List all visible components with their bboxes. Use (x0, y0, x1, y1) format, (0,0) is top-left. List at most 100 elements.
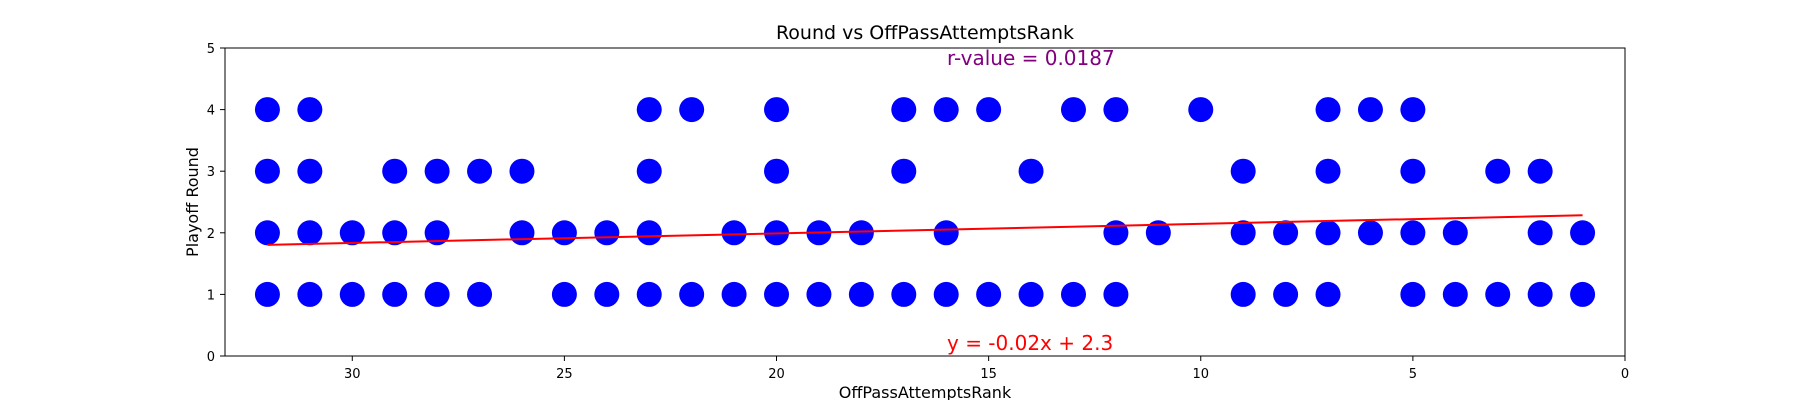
y-axis-label: Playoff Round (183, 147, 202, 257)
data-point (1527, 281, 1553, 307)
data-point (1188, 97, 1214, 123)
data-point (594, 281, 620, 307)
regression-line (267, 214, 1583, 246)
data-point (806, 281, 832, 307)
data-point (297, 158, 323, 184)
data-point (1273, 220, 1299, 246)
data-point (424, 158, 450, 184)
data-point (254, 281, 280, 307)
data-point (1527, 220, 1553, 246)
r-value-annotation: r-value = 0.0187 (947, 46, 1115, 70)
data-point (1485, 281, 1511, 307)
regression-line-layer (267, 214, 1583, 246)
data-point (848, 220, 874, 246)
data-point (1357, 220, 1383, 246)
data-point (1400, 158, 1426, 184)
data-point (636, 97, 662, 123)
x-tick-label: 30 (344, 367, 361, 382)
data-point (1357, 97, 1383, 123)
data-point (1273, 281, 1299, 307)
scatter-points (254, 97, 1596, 307)
data-point (1442, 220, 1468, 246)
x-tick-label: 0 (1621, 367, 1629, 382)
data-point (254, 158, 280, 184)
data-point (679, 281, 705, 307)
data-point (509, 158, 535, 184)
data-point (297, 97, 323, 123)
data-point (254, 97, 280, 123)
data-point (509, 220, 535, 246)
y-tick-label: 5 (207, 42, 215, 57)
x-axis-ticks: 30 25 20 15 10 5 0 (344, 356, 1629, 382)
data-point (1230, 158, 1256, 184)
data-point (679, 97, 705, 123)
data-point (594, 220, 620, 246)
data-point (1060, 281, 1086, 307)
data-point (1230, 281, 1256, 307)
data-point (467, 281, 493, 307)
data-point (1570, 281, 1596, 307)
data-point (976, 281, 1002, 307)
data-point (467, 158, 493, 184)
data-point (1400, 281, 1426, 307)
y-tick-label: 1 (207, 288, 215, 303)
data-point (1315, 97, 1341, 123)
data-point (764, 97, 790, 123)
data-point (1145, 220, 1171, 246)
y-tick-label: 3 (207, 165, 215, 180)
y-tick-label: 4 (207, 104, 215, 119)
data-point (1485, 158, 1511, 184)
data-point (891, 281, 917, 307)
data-point (1060, 97, 1086, 123)
data-point (721, 281, 747, 307)
data-point (1442, 281, 1468, 307)
data-point (1103, 281, 1129, 307)
data-point (933, 281, 959, 307)
data-point (297, 220, 323, 246)
data-point (1315, 158, 1341, 184)
data-point (382, 220, 408, 246)
data-point (339, 220, 365, 246)
data-point (1018, 158, 1044, 184)
data-point (1400, 97, 1426, 123)
data-point (1103, 220, 1129, 246)
plot-area-frame (224, 47, 1626, 357)
x-axis-label: OffPassAttemptsRank (839, 383, 1012, 400)
data-point (1527, 158, 1553, 184)
data-point (382, 281, 408, 307)
data-point (891, 97, 917, 123)
data-point (1018, 281, 1044, 307)
x-tick-label: 15 (980, 367, 997, 382)
data-point (382, 158, 408, 184)
data-point (297, 281, 323, 307)
y-tick-label: 2 (207, 227, 215, 242)
data-point (1230, 220, 1256, 246)
data-point (339, 281, 365, 307)
data-point (891, 158, 917, 184)
data-point (636, 220, 662, 246)
data-point (1570, 220, 1596, 246)
data-point (976, 97, 1002, 123)
chart-title: Round vs OffPassAttemptsRank (776, 22, 1074, 44)
data-point (848, 281, 874, 307)
y-axis-ticks: 0 1 2 3 4 5 (207, 42, 225, 365)
data-point (933, 97, 959, 123)
x-tick-label: 10 (1192, 367, 1209, 382)
data-point (424, 281, 450, 307)
data-point (764, 281, 790, 307)
data-point (254, 220, 280, 246)
data-point (636, 158, 662, 184)
data-point (424, 220, 450, 246)
data-point (933, 220, 959, 246)
data-point (721, 220, 747, 246)
x-tick-label: 5 (1409, 367, 1417, 382)
data-point (1400, 220, 1426, 246)
data-point (636, 281, 662, 307)
regression-equation-annotation: y = -0.02x + 2.3 (947, 331, 1113, 355)
data-point (1315, 220, 1341, 246)
data-point (551, 281, 577, 307)
x-tick-label: 25 (556, 367, 573, 382)
y-tick-label: 0 (207, 350, 215, 365)
